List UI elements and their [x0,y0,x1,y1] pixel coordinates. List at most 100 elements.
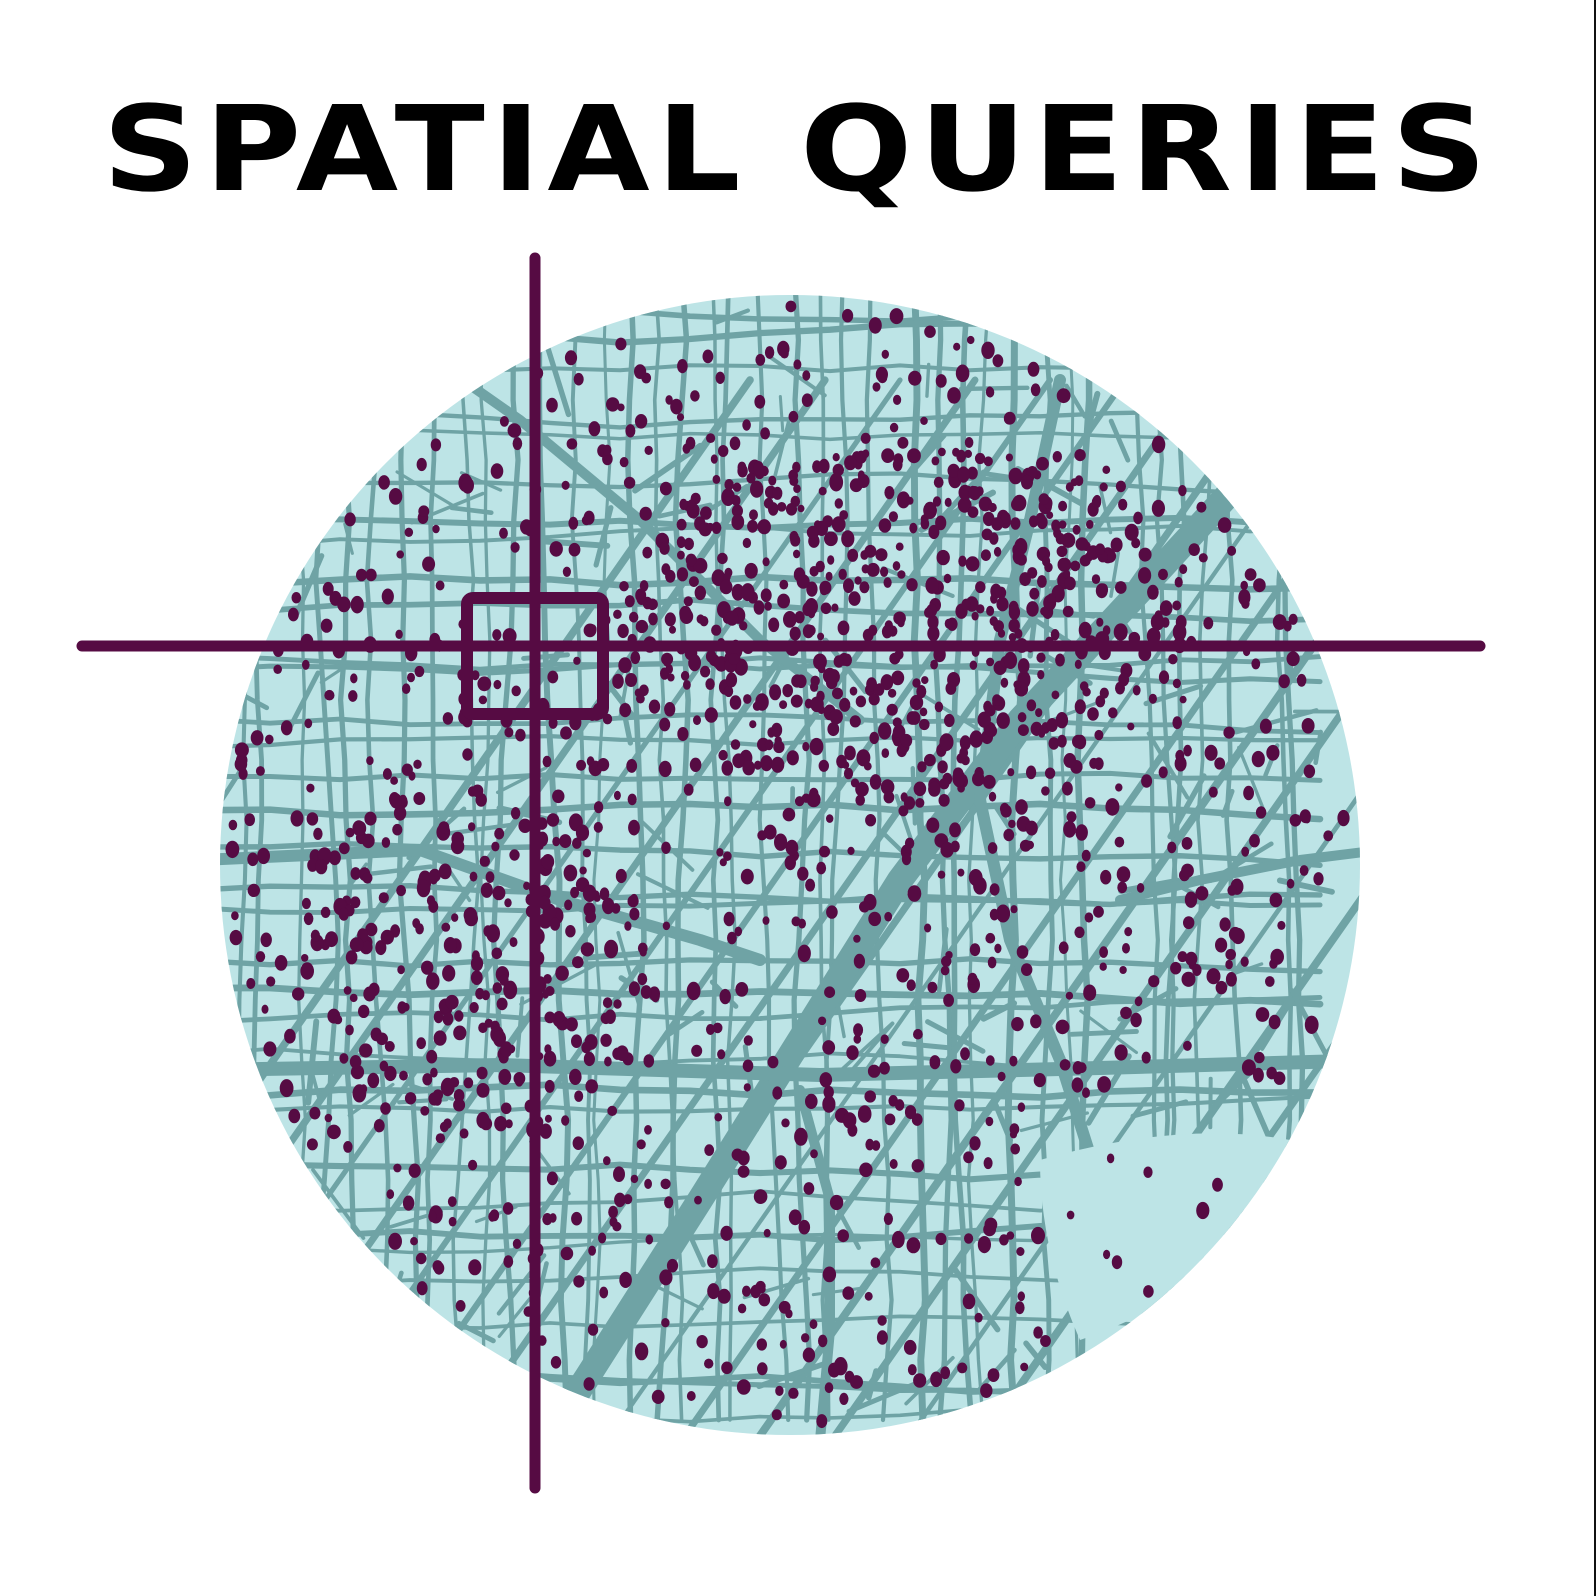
data-point [999,802,1010,815]
data-point [1011,1017,1024,1032]
data-point [1120,1006,1132,1020]
data-point [643,1054,655,1068]
data-point [729,695,742,710]
data-point [1020,1362,1029,1372]
data-point [1132,685,1141,696]
data-point [468,1159,478,1171]
data-point [623,476,636,489]
data-point [772,1086,783,1100]
data-point [1172,623,1187,642]
data-point [928,504,936,514]
data-point [476,1083,490,1098]
data-point [1074,659,1082,669]
street-minor [220,653,1323,672]
data-point [963,1151,974,1164]
data-point [907,1364,917,1376]
data-point [626,424,635,433]
street-segment [1023,1340,1048,1371]
data-point [853,934,861,943]
data-point [934,701,944,713]
data-point [1225,972,1237,987]
data-point [1184,891,1198,908]
data-point [791,916,801,927]
data-point [841,530,855,548]
data-point [359,1043,373,1058]
major-road [220,1053,1360,1082]
data-point [774,833,788,851]
data-point [1214,757,1226,770]
data-point [927,615,939,630]
data-point [599,887,610,901]
data-point [724,685,734,697]
data-point [1055,533,1066,545]
data-point [1082,1087,1090,1098]
data-point [428,900,439,913]
data-point [688,576,699,587]
street-segment [1136,1402,1143,1435]
data-point [788,410,799,423]
data-point [600,1033,612,1047]
data-point [720,1225,733,1241]
data-point [1133,511,1143,525]
data-point [491,947,503,960]
data-point [980,549,992,561]
data-point [349,937,364,952]
data-point [894,649,904,660]
data-point [758,1293,771,1307]
data-point [691,1044,703,1057]
data-point [854,989,867,1002]
data-point [320,906,331,919]
data-point [777,340,790,357]
street-segment [1354,526,1360,548]
data-point [884,486,895,500]
data-point [677,727,689,741]
data-point [717,552,728,565]
data-point [943,993,954,1007]
data-point [505,1119,513,1129]
data-point [350,896,361,909]
data-point [455,1300,466,1312]
data-point [844,455,857,471]
street-diagonal [297,377,1053,1435]
data-point [587,1323,599,1336]
data-point [439,1121,449,1133]
data-point [889,308,904,325]
data-point [1076,861,1086,872]
data-point [676,536,686,549]
data-point [562,566,572,577]
data-point [1130,1012,1142,1028]
data-point [1286,878,1295,889]
data-point [913,1028,923,1040]
data-point [753,461,764,476]
data-point [1244,568,1257,581]
data-point [1036,515,1048,530]
data-point [917,761,927,773]
data-point [1026,601,1039,617]
data-point [862,449,870,459]
street-segment [311,1168,366,1240]
data-point [408,1163,421,1178]
street-segment [1269,1196,1311,1225]
street-segment [1194,369,1240,389]
data-point [707,1283,720,1300]
data-point [717,1049,726,1060]
data-point [848,591,861,606]
data-point [1037,575,1047,588]
data-point [1074,699,1086,715]
data-point [356,568,367,582]
data-point [728,653,740,665]
data-point [935,1232,947,1246]
data-point [493,1030,506,1047]
data-point [1183,744,1192,757]
data-point [1008,467,1023,485]
data-point [818,458,830,474]
data-point [791,674,804,688]
data-point [790,534,801,547]
data-point [729,436,741,451]
data-point [414,665,425,678]
data-point [742,1285,751,1297]
data-point [1240,956,1249,967]
data-point [384,1065,397,1082]
data-point [1003,828,1015,842]
